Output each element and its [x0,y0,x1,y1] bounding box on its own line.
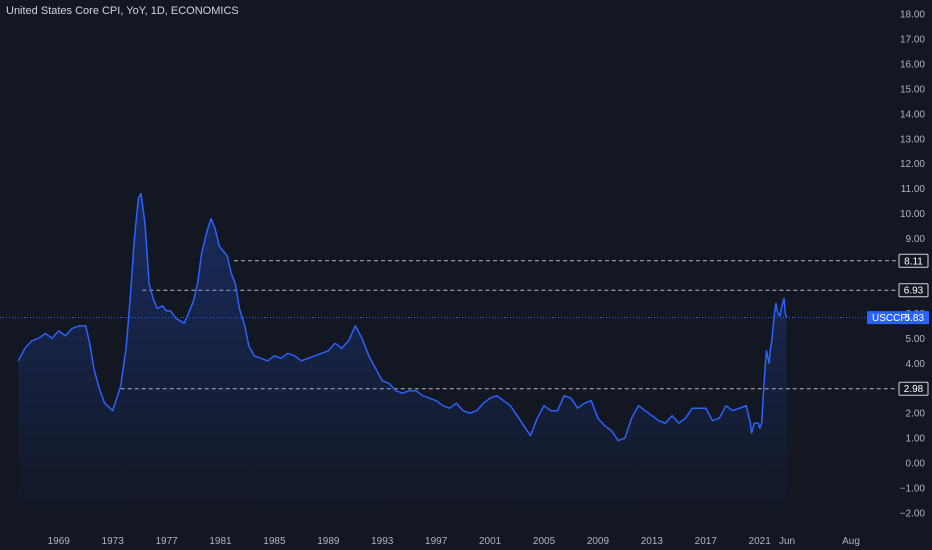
chart-title: United States Core CPI, YoY, 1D, ECONOMI… [6,5,239,17]
series-line-usccpi[interactable] [17,192,788,442]
x-tick-label: Jun [779,536,795,547]
y-tick-label: −2.00 [900,509,926,520]
x-tick-label: 1997 [425,536,448,547]
level-tag [898,381,929,396]
x-tick-label: 1969 [48,536,71,547]
y-tick-label: 14.00 [900,109,925,120]
y-tick-label: 15.00 [900,84,925,95]
x-tick-label: 2021 [749,536,772,547]
x-tick-label: 2013 [641,536,664,547]
level-tag [898,283,929,298]
y-tick-label: 18.00 [900,10,925,21]
x-tick-label: 2009 [587,536,610,547]
y-tick-label: 13.00 [900,134,925,145]
x-tick-label: 1973 [102,536,125,547]
y-tick-label: 2.00 [906,409,926,420]
x-axis: 1969 1973 1977 1981 1985 1989 1993 1997 2001 2005… [48,536,860,547]
x-tick-label: 2017 [695,536,718,547]
y-tick-label: 11.00 [901,184,926,195]
y-tick-label: 12.00 [900,159,925,170]
area-fill [18,193,787,524]
x-tick-label: 1977 [155,536,178,547]
y-tick-label: 5.00 [906,334,926,345]
y-tick-label: 1.00 [906,434,926,445]
x-tick-label: 2005 [533,536,556,547]
x-tick-label: 1989 [317,536,340,547]
x-tick-label: 1981 [209,536,232,547]
level-tag-value: 8.11 [904,256,923,267]
x-tick-label: 1993 [371,536,394,547]
y-tick-label: 16.00 [900,59,925,70]
x-tick-label: Aug [842,536,860,547]
level-tag-value: 6.93 [904,286,924,297]
y-tick-label: 9.00 [906,234,926,245]
y-tick-label: −1.00 [900,484,926,495]
series-tag-label: USCCPI [872,313,910,324]
level-tag-value: 2.98 [904,384,924,395]
level-tag [898,253,929,268]
y-tick-label: 17.00 [900,34,925,45]
last-value-tag [867,311,929,325]
y-tick-label: 0.00 [906,459,926,470]
x-tick-label: 2001 [479,536,502,547]
x-tick-label: 1985 [263,536,286,547]
y-tick-label: 10.00 [900,209,925,220]
y-tick-label: 4.00 [906,359,926,370]
last-value-label: 5.83 [905,313,925,324]
